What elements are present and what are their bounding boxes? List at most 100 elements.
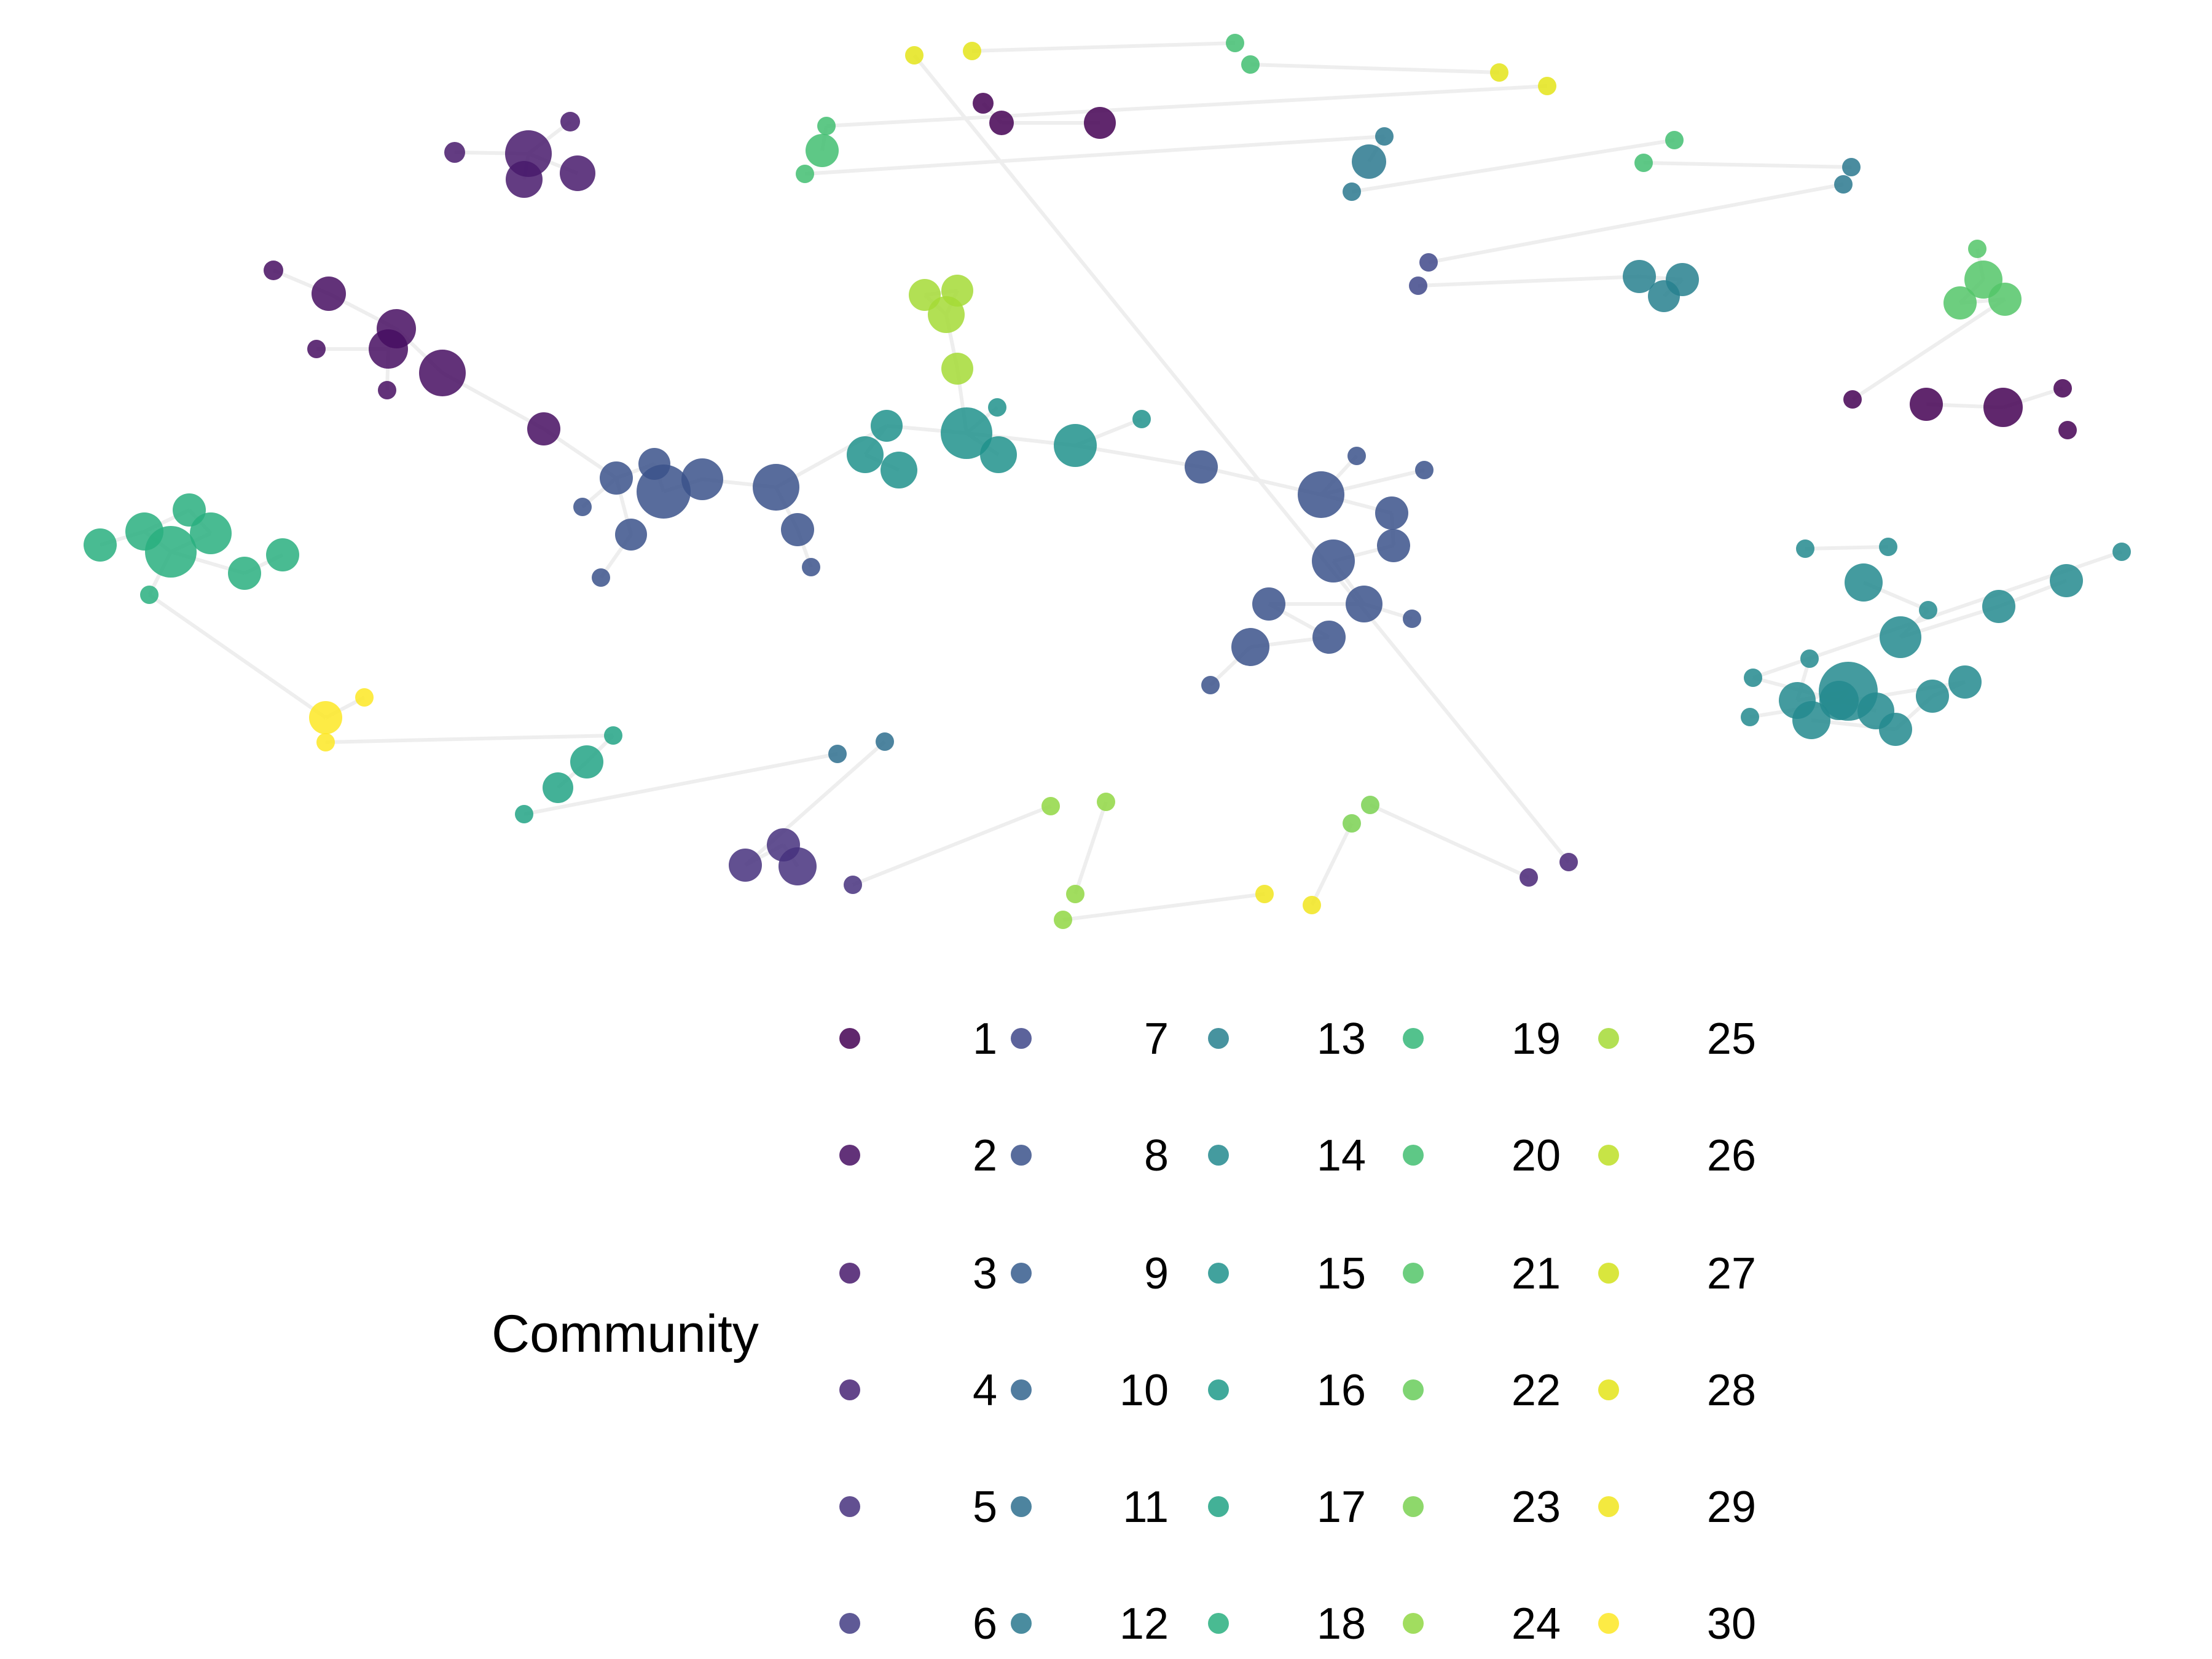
legend-label-3: 3 — [973, 1249, 997, 1298]
node-community-14 — [1982, 590, 2015, 623]
legend-label-8: 8 — [1144, 1131, 1169, 1180]
node-community-8 — [1201, 676, 1220, 694]
node-community-28 — [1490, 63, 1508, 82]
node-community-25 — [928, 296, 965, 333]
node-community-14 — [1819, 681, 1859, 720]
edge — [826, 84, 1548, 128]
node-community-24 — [1041, 797, 1060, 815]
node-community-2 — [378, 381, 396, 399]
legend-label-5: 5 — [973, 1483, 997, 1532]
legend-key-26 — [1598, 1145, 1619, 1166]
legend-key-25 — [1598, 1028, 1619, 1049]
node-community-8 — [1377, 529, 1410, 562]
edge — [325, 734, 614, 744]
node-community-24 — [1066, 885, 1084, 903]
node-community-17 — [543, 772, 573, 803]
node-community-28 — [905, 46, 924, 65]
legend-key-12 — [1011, 1613, 1032, 1634]
node-community-23 — [1361, 796, 1379, 814]
node-community-14 — [1741, 708, 1759, 726]
edge — [148, 593, 327, 720]
node-community-3 — [506, 161, 543, 198]
edge — [1418, 275, 1640, 288]
legend-key-27 — [1598, 1263, 1619, 1284]
node-community-24 — [1097, 793, 1115, 811]
node-community-15 — [980, 436, 1017, 473]
legend-key-16 — [1208, 1379, 1229, 1400]
legend-label-29: 29 — [1707, 1483, 1756, 1532]
node-community-15 — [988, 398, 1006, 417]
node-community-14 — [1880, 616, 1921, 658]
legend-label-27: 27 — [1707, 1249, 1756, 1298]
node-community-18 — [266, 538, 299, 571]
node-community-2 — [264, 261, 283, 280]
legend-key-2 — [839, 1145, 860, 1166]
legend-label-4: 4 — [973, 1366, 997, 1415]
node-community-8 — [600, 461, 633, 495]
legend-label-16: 16 — [1317, 1366, 1366, 1415]
node-community-14 — [1800, 649, 1819, 668]
node-community-1 — [2053, 379, 2072, 398]
legend-label-12: 12 — [1120, 1599, 1169, 1649]
node-community-11 — [828, 745, 847, 763]
node-community-8 — [753, 464, 799, 511]
legend-key-9 — [1011, 1263, 1032, 1284]
legend-key-19 — [1403, 1028, 1424, 1049]
node-community-18 — [84, 528, 117, 562]
node-community-29 — [1303, 896, 1321, 914]
node-community-20 — [1634, 154, 1653, 172]
node-community-14 — [1796, 539, 1814, 558]
network-edges — [100, 41, 2122, 922]
node-community-3 — [444, 142, 465, 163]
node-community-14 — [1948, 665, 1982, 699]
node-community-18 — [145, 526, 197, 578]
legend-label-7: 7 — [1144, 1014, 1169, 1064]
edge — [912, 54, 1571, 863]
legend-key-18 — [1208, 1613, 1229, 1634]
node-community-20 — [817, 117, 836, 135]
node-community-7 — [1409, 276, 1427, 295]
node-community-8 — [1346, 586, 1382, 622]
node-community-14 — [1879, 538, 1897, 556]
node-community-14 — [2050, 564, 2083, 597]
node-community-21 — [1968, 240, 1986, 258]
node-community-20 — [1241, 55, 1260, 74]
node-community-8 — [1415, 461, 1433, 479]
node-community-4 — [1520, 868, 1538, 887]
node-community-21 — [1943, 286, 1977, 320]
node-community-2 — [307, 340, 326, 358]
node-community-14 — [1916, 680, 1949, 713]
node-community-1 — [1910, 388, 1943, 421]
legend-key-15 — [1208, 1263, 1229, 1284]
legend-key-22 — [1403, 1379, 1424, 1400]
legend-label-13: 13 — [1317, 1014, 1366, 1064]
legend-key-14 — [1208, 1145, 1229, 1166]
node-community-8 — [1252, 587, 1285, 621]
legend-key-1 — [839, 1028, 860, 1049]
legend-label-28: 28 — [1707, 1366, 1756, 1415]
node-community-1 — [989, 111, 1014, 135]
legend-key-7 — [1011, 1028, 1032, 1049]
node-community-8 — [1312, 539, 1355, 582]
network-nodes — [84, 34, 2131, 929]
edge — [1310, 822, 1354, 906]
legend-key-6 — [839, 1613, 860, 1634]
legend-label-21: 21 — [1512, 1249, 1561, 1298]
node-community-15 — [941, 407, 992, 459]
node-community-15 — [1132, 410, 1151, 428]
node-community-8 — [592, 568, 610, 587]
node-community-12 — [1352, 144, 1386, 179]
node-community-8 — [1312, 621, 1346, 654]
legend-key-21 — [1403, 1263, 1424, 1284]
node-community-2 — [369, 329, 408, 369]
legend: Community 123456789101112131415161718192… — [492, 1014, 1756, 1649]
node-community-2 — [419, 350, 466, 396]
node-community-18 — [228, 557, 261, 590]
node-community-1 — [1084, 107, 1116, 139]
edge — [852, 804, 1052, 887]
legend-label-11: 11 — [1123, 1483, 1169, 1532]
legend-key-5 — [839, 1496, 860, 1517]
node-community-1 — [1843, 390, 1862, 409]
node-community-4 — [1559, 853, 1578, 871]
